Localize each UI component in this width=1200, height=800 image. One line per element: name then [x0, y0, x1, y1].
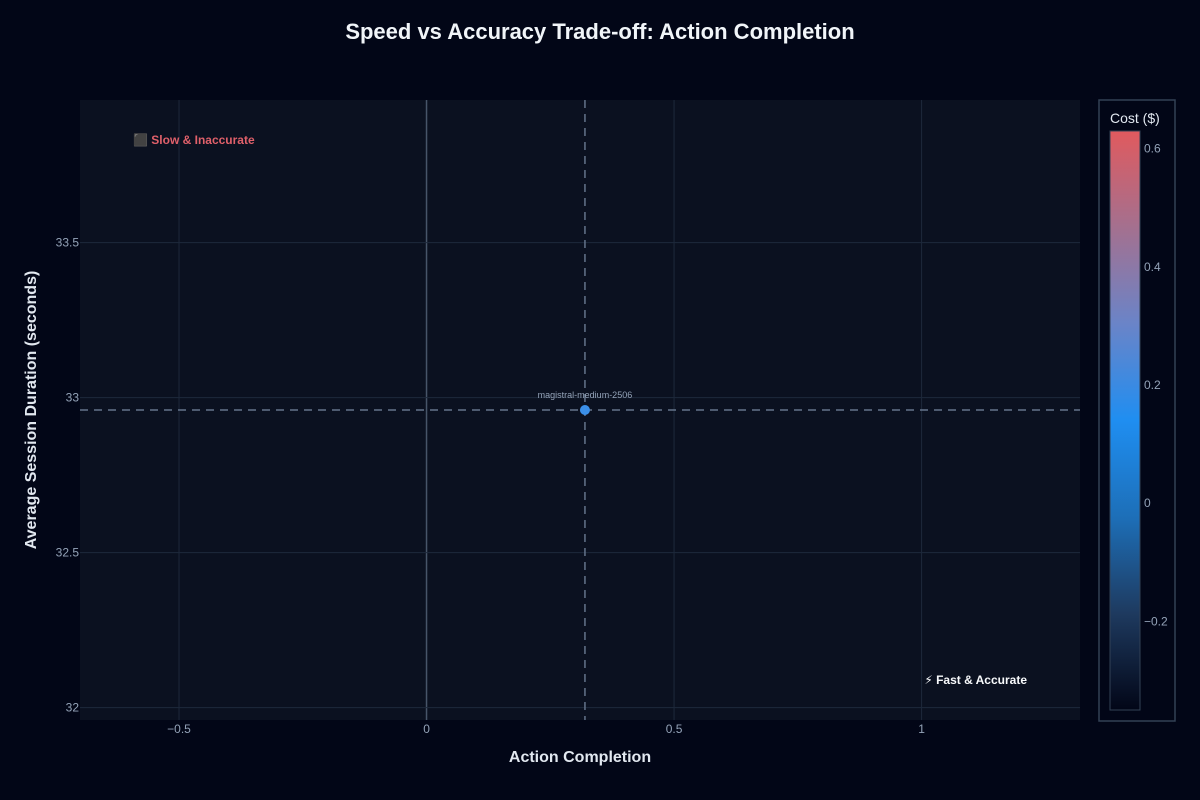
x-tick-labels: −0.5 0 0.5 1	[167, 722, 925, 736]
y-tick-label: 33.5	[56, 236, 80, 250]
x-axis-title: Action Completion	[509, 749, 651, 766]
x-tick-label: 0.5	[666, 722, 683, 736]
colorbar-tick-label: 0.4	[1144, 260, 1161, 274]
point-label: magistral-medium-2506	[538, 390, 633, 400]
y-tick-label: 33	[66, 391, 80, 405]
annotation-slow-inaccurate: ⬛ Slow & Inaccurate	[133, 133, 255, 147]
colorbar-title: Cost ($)	[1110, 110, 1160, 126]
colorbar-tick-label: 0	[1144, 496, 1151, 510]
y-tick-label: 32.5	[56, 546, 80, 560]
colorbar-tick-label: 0.2	[1144, 378, 1161, 392]
x-tick-label: 0	[423, 722, 430, 736]
y-tick-label: 32	[66, 701, 80, 715]
y-axis-title: Average Session Duration (seconds)	[23, 271, 40, 550]
x-tick-label: 1	[918, 722, 925, 736]
y-tick-labels: 32 32.5 33 33.5	[56, 236, 80, 715]
colorbar-tick-label: −0.2	[1144, 614, 1168, 628]
colorbar-tick-labels: 0.6 0.4 0.2 0 −0.2	[1144, 142, 1168, 629]
colorbar-gradient	[1109, 130, 1141, 711]
colorbar: Cost ($) 0.6 0.4 0.2 0 −0.2	[1098, 99, 1176, 722]
annotation-fast-accurate: ⚡ Fast & Accurate	[924, 673, 1027, 687]
chart-title: Speed vs Accuracy Trade-off: Action Comp…	[345, 19, 854, 44]
data-points: magistral-medium-2506	[538, 390, 633, 415]
x-tick-label: −0.5	[167, 722, 191, 736]
scatter-point[interactable]	[579, 405, 590, 415]
colorbar-tick-label: 0.6	[1144, 142, 1161, 156]
